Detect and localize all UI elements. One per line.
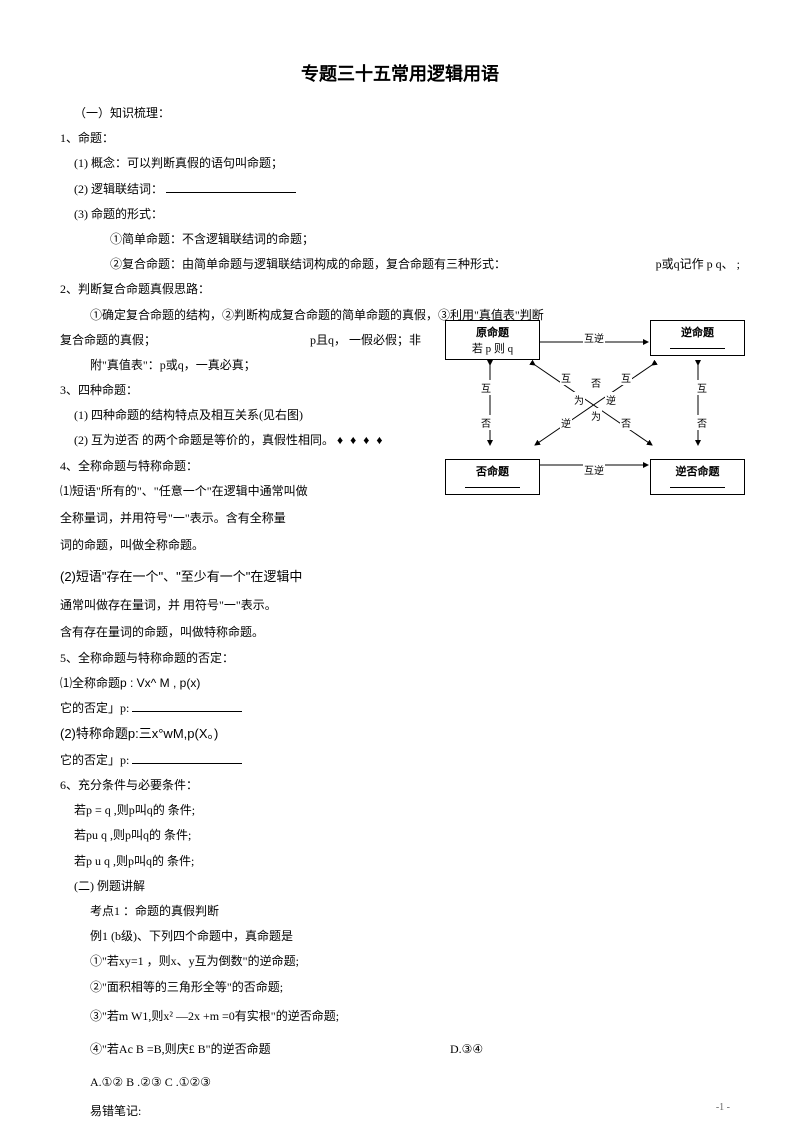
err-note: 易错笔记: <box>60 1102 740 1121</box>
p-1-3b-right: p或q记作 p q、 ; <box>656 255 740 274</box>
p-6b: 若pu q ,则p叫q的 条件; <box>60 826 740 845</box>
page-title: 专题三十五常用逻辑用语 <box>60 60 740 86</box>
p-4c: 词的命题，叫做全称命题。 <box>60 536 440 555</box>
box-contrapositive-title: 逆否命题 <box>653 463 742 479</box>
box-original-title: 原命题 <box>448 324 537 340</box>
p-5: 5、全称命题与特称命题的否定： <box>60 649 740 668</box>
blank-fill <box>166 183 296 193</box>
p-6c: 若p u q ,则p叫q的 条件; <box>60 852 740 871</box>
proposition-diagram: 原命题 若 p 则 q 逆命题 否命题 逆否命题 互逆 互逆 互 否 互 否 互… <box>440 320 750 495</box>
box-original: 原命题 若 p 则 q <box>445 320 540 360</box>
lbl-top: 互逆 <box>583 330 605 345</box>
p-4b: 全称量词，并用符号"一"表示。含有全称量 <box>60 509 440 528</box>
p-1-3a: ①简单命题：不含逻辑联结词的命题； <box>60 230 740 249</box>
p-1: 1、命题： <box>60 129 740 148</box>
page-number: -1 - <box>716 1102 730 1113</box>
p-1-2-text: (2) 逻辑联结词： <box>74 182 163 196</box>
p-2b-left: 复合命题的真假； <box>60 331 310 350</box>
lbl-l2: 否 <box>480 415 492 430</box>
p-4d: (2)短语"存在一个"、"至少有一个"在逻辑中 <box>60 567 440 588</box>
lbl-bot: 互逆 <box>583 462 605 477</box>
lbl-c1: 互 <box>620 370 632 385</box>
opts: A.①② B .②③ C .①②③ <box>60 1073 740 1092</box>
lbl-c2: 互 <box>560 370 572 385</box>
p-4f: 含有存在量词的命题，叫做特称命题。 <box>60 623 740 642</box>
box-original-sub: 若 p 则 q <box>448 340 537 356</box>
p-3-2-text: (2) 互为逆否 的两个命题是等价的，真假性相同。 <box>74 433 334 447</box>
p-4e: 通常叫做存在量词，并 用符号"一"表示。 <box>60 596 440 615</box>
box-inverse-title: 否命题 <box>448 463 537 479</box>
lbl-r1: 互 <box>696 380 708 395</box>
p-1-2: (2) 逻辑联结词： <box>60 180 740 199</box>
ex1-4-row: ④"若Ac B =B,则庆£ B"的逆否命题 D.③④ <box>60 1040 740 1059</box>
box-converse-title: 逆命题 <box>653 324 742 340</box>
blank-fill <box>132 702 242 712</box>
p-5a: ⑴全称命题p : Vx^ M , p(x) <box>60 674 740 693</box>
p-1-1: (1) 概念：可以判断真假的语句叫命题； <box>60 154 740 173</box>
lbl-l1: 互 <box>480 380 492 395</box>
p-6: 6、充分条件与必要条件： <box>60 776 740 795</box>
p-5b-text: 它的否定」p: <box>60 701 129 715</box>
blank-line <box>670 348 725 349</box>
p-5c: (2)特称命题p:三x°wM,p(X。) <box>60 724 740 745</box>
lbl-r2: 否 <box>696 415 708 430</box>
blank-fill <box>132 754 242 764</box>
p-1-3: (3) 命题的形式： <box>60 205 740 224</box>
lbl-c5: 逆 <box>560 415 572 430</box>
opt-d: D.③④ <box>450 1040 483 1059</box>
p-4a: ⑴短语"所有的"、"任意一个"在逻辑中通常叫做 <box>60 482 440 501</box>
kp1: 考点1 ：命题的真假判断 <box>60 902 740 921</box>
lbl-c3: 为 <box>573 392 585 407</box>
ex1-2: ②"面积相等的三角形全等"的否命题; <box>60 978 740 997</box>
p-6a: 若p = q ,则p叫q的 条件; <box>60 801 740 820</box>
section-header-2: (二) 例题讲解 <box>60 877 740 896</box>
p-1-3b: ②复合命题：由简单命题与逻辑联结词构成的命题，复合命题有三种形式： p或q记作 … <box>60 255 740 274</box>
p-5d-text: 它的否定」p: <box>60 753 129 767</box>
p-5d: 它的否定」p: <box>60 751 740 770</box>
blank-line <box>670 487 725 488</box>
ex1-4: ④"若Ac B =B,则庆£ B"的逆否命题 <box>90 1040 450 1059</box>
box-converse: 逆命题 <box>650 320 745 356</box>
box-inverse: 否命题 <box>445 459 540 495</box>
lbl-c4: 逆 <box>605 392 617 407</box>
ex1: 例1 (b级)、下列四个命题中，真命题是 <box>60 927 740 946</box>
section-header-1: （一）知识梳理： <box>60 104 740 123</box>
ex1-3: ③"若m W1,则x² —2x +m =0有实根"的逆否命题; <box>60 1007 740 1026</box>
ex1-1: ①"若xy=1 ，则x、y互为倒数"的逆命题; <box>60 952 740 971</box>
p-2: 2、判断复合命题真假思路： <box>60 280 740 299</box>
p-1-3b-left: ②复合命题：由简单命题与逻辑联结词构成的命题，复合命题有三种形式： <box>110 255 506 274</box>
diamonds: ♦ ♦ ♦ ♦ <box>337 433 385 447</box>
p-5b: 它的否定」p: <box>60 699 740 718</box>
blank-line <box>465 487 520 488</box>
box-contrapositive: 逆否命题 <box>650 459 745 495</box>
lbl-c6: 否 <box>620 415 632 430</box>
lbl-c8: 为 <box>590 408 602 423</box>
lbl-c7: 否 <box>590 375 602 390</box>
